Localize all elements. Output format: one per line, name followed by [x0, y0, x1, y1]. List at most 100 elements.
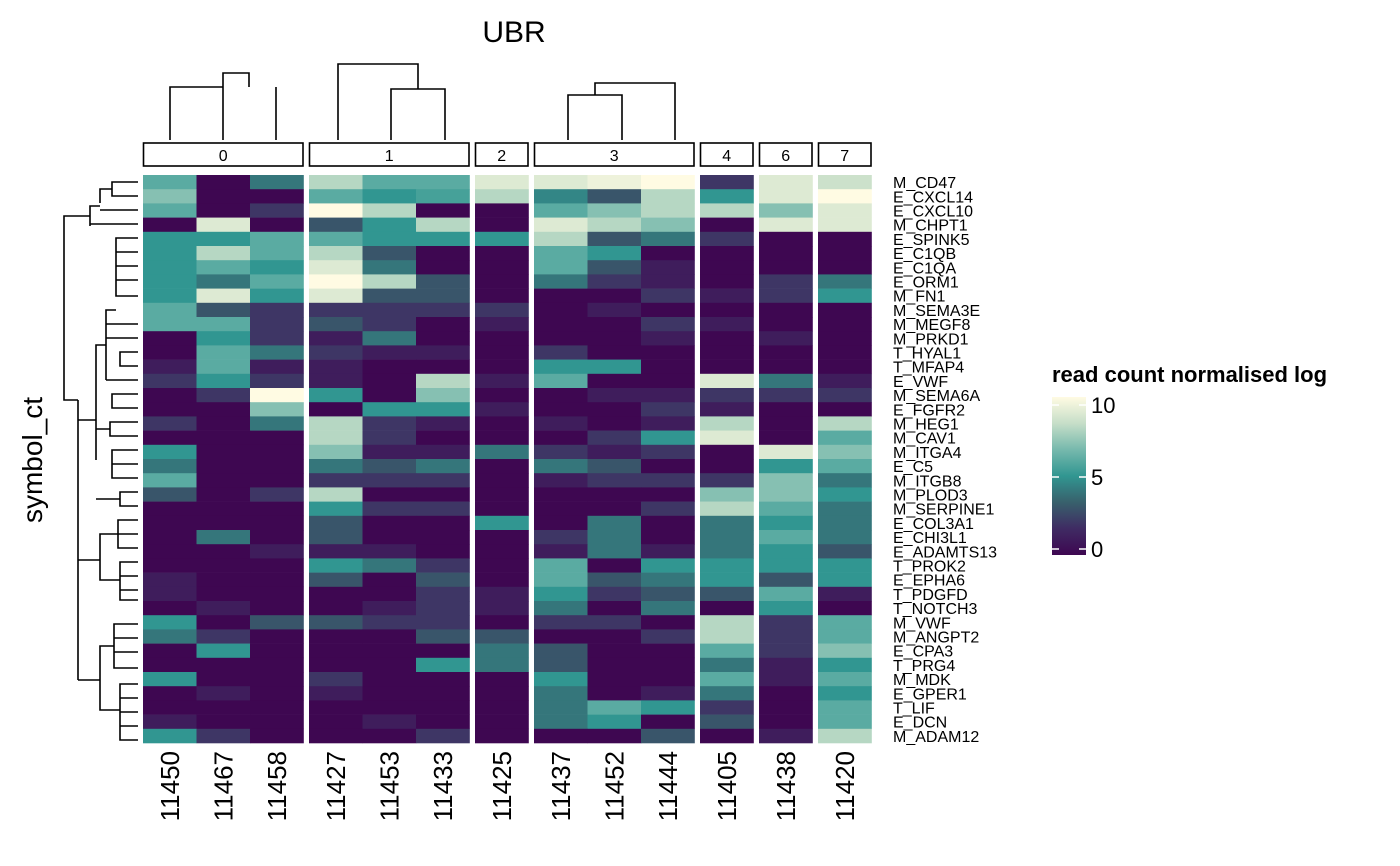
heatmap-cell [143, 530, 197, 545]
heatmap-cell [416, 515, 470, 531]
heatmap-cell [641, 359, 695, 375]
heatmap-cell [143, 615, 197, 630]
heatmap-cell [362, 657, 417, 673]
heatmap-cell [818, 530, 872, 545]
heatmap-cell [641, 246, 695, 261]
heatmap-cell [143, 657, 197, 673]
heatmap-cell [534, 501, 588, 517]
heatmap-cell [309, 373, 363, 389]
heatmap-cell [416, 629, 470, 644]
heatmap-cell [818, 515, 872, 531]
heatmap-cell [587, 714, 642, 730]
heatmap-cell [534, 231, 588, 247]
heatmap-cell [250, 189, 304, 204]
row-label: E_C5 [893, 459, 933, 476]
heatmap-cell [587, 515, 642, 531]
heatmap-cell [143, 728, 197, 744]
heatmap-cell [534, 544, 588, 559]
heatmap-cell [818, 189, 872, 204]
heatmap-cell [759, 430, 813, 446]
row-label: E_EPHA6 [893, 573, 965, 590]
row-label: E_CPA3 [893, 644, 953, 661]
heatmap-cell [759, 444, 813, 460]
heatmap-cell [143, 175, 197, 190]
heatmap-cell [196, 302, 251, 318]
heatmap-cell [534, 302, 588, 318]
heatmap-cell [362, 274, 417, 289]
heatmap-cell [818, 274, 872, 289]
heatmap-cell [196, 487, 251, 502]
heatmap-cell [818, 544, 872, 559]
heatmap-cell [362, 231, 417, 247]
heatmap-cell [587, 402, 642, 417]
heatmap-cell [362, 246, 417, 261]
heatmap-cell [700, 686, 754, 701]
heatmap-cell [362, 629, 417, 644]
heatmap-cell [641, 558, 695, 573]
heatmap-cell [587, 231, 642, 247]
heatmap-cell [143, 331, 197, 346]
heatmap-cell [641, 643, 695, 659]
heatmap-cell [700, 331, 754, 346]
heatmap-cell [475, 558, 529, 573]
heatmap-cell [416, 672, 470, 687]
heatmap-cell [641, 515, 695, 531]
heatmap-cell [250, 302, 304, 318]
heatmap-cell [250, 416, 304, 431]
heatmap-cell [475, 175, 529, 190]
heatmap-cell [587, 572, 642, 588]
heatmap-cell [475, 473, 529, 488]
heatmap-cell [587, 686, 642, 701]
heatmap-cell [416, 331, 470, 346]
heatmap-cell [250, 331, 304, 346]
row-dendrogram-branch [77, 400, 138, 741]
heatmap-cell [250, 487, 304, 502]
heatmap-cell [759, 586, 813, 602]
heatmap-cell [416, 430, 470, 446]
heatmap-cell [818, 615, 872, 630]
row-label: M_ANGPT2 [893, 630, 979, 647]
row-label: M_PRKD1 [893, 331, 969, 348]
heatmap-cell [196, 672, 251, 687]
heatmap-cell [362, 572, 417, 588]
heatmap-cell [416, 586, 470, 602]
heatmap-cell [309, 572, 363, 588]
heatmap-cell [362, 558, 417, 573]
heatmap-cell [362, 288, 417, 304]
heatmap-cell [362, 515, 417, 531]
heatmap-cell [475, 544, 529, 559]
heatmap-cell [416, 686, 470, 701]
heatmap-cell [196, 657, 251, 673]
heatmap-cell [416, 388, 470, 403]
heatmap-cell [309, 629, 363, 644]
heatmap-cell [250, 473, 304, 488]
row-label: T_LIF [893, 701, 935, 718]
heatmap-cell [416, 728, 470, 744]
legend-tick-label: 10 [1091, 393, 1115, 418]
heatmap-cell [475, 459, 529, 474]
heatmap-cell [818, 473, 872, 488]
heatmap-cell [143, 586, 197, 602]
column-labels: 11450 11467 11458 11427 11453 11433 11425 11437… [155, 751, 860, 821]
heatmap-cell [143, 544, 197, 559]
heatmap-cell [534, 388, 588, 403]
row-label: M_FN1 [893, 289, 946, 306]
heatmap-cell [250, 430, 304, 446]
row-label: E_ADAMTS13 [893, 544, 997, 561]
heatmap-cell [700, 402, 754, 417]
heatmap-cell [416, 473, 470, 488]
heatmap-cell [475, 515, 529, 531]
column-group-box [758, 142, 813, 167]
heatmap-cell [196, 544, 251, 559]
heatmap-cell [250, 714, 304, 730]
heatmap-cell [534, 359, 588, 375]
heatmap-cell [534, 402, 588, 417]
heatmap-cell [534, 629, 588, 644]
heatmap-cell [309, 487, 363, 502]
heatmap-cell [641, 586, 695, 602]
row-label: E_FGFR2 [893, 402, 965, 419]
heatmap-cell [641, 231, 695, 247]
heatmap-cell [587, 217, 642, 233]
heatmap-cell [700, 572, 754, 588]
heatmap-cell [641, 714, 695, 730]
